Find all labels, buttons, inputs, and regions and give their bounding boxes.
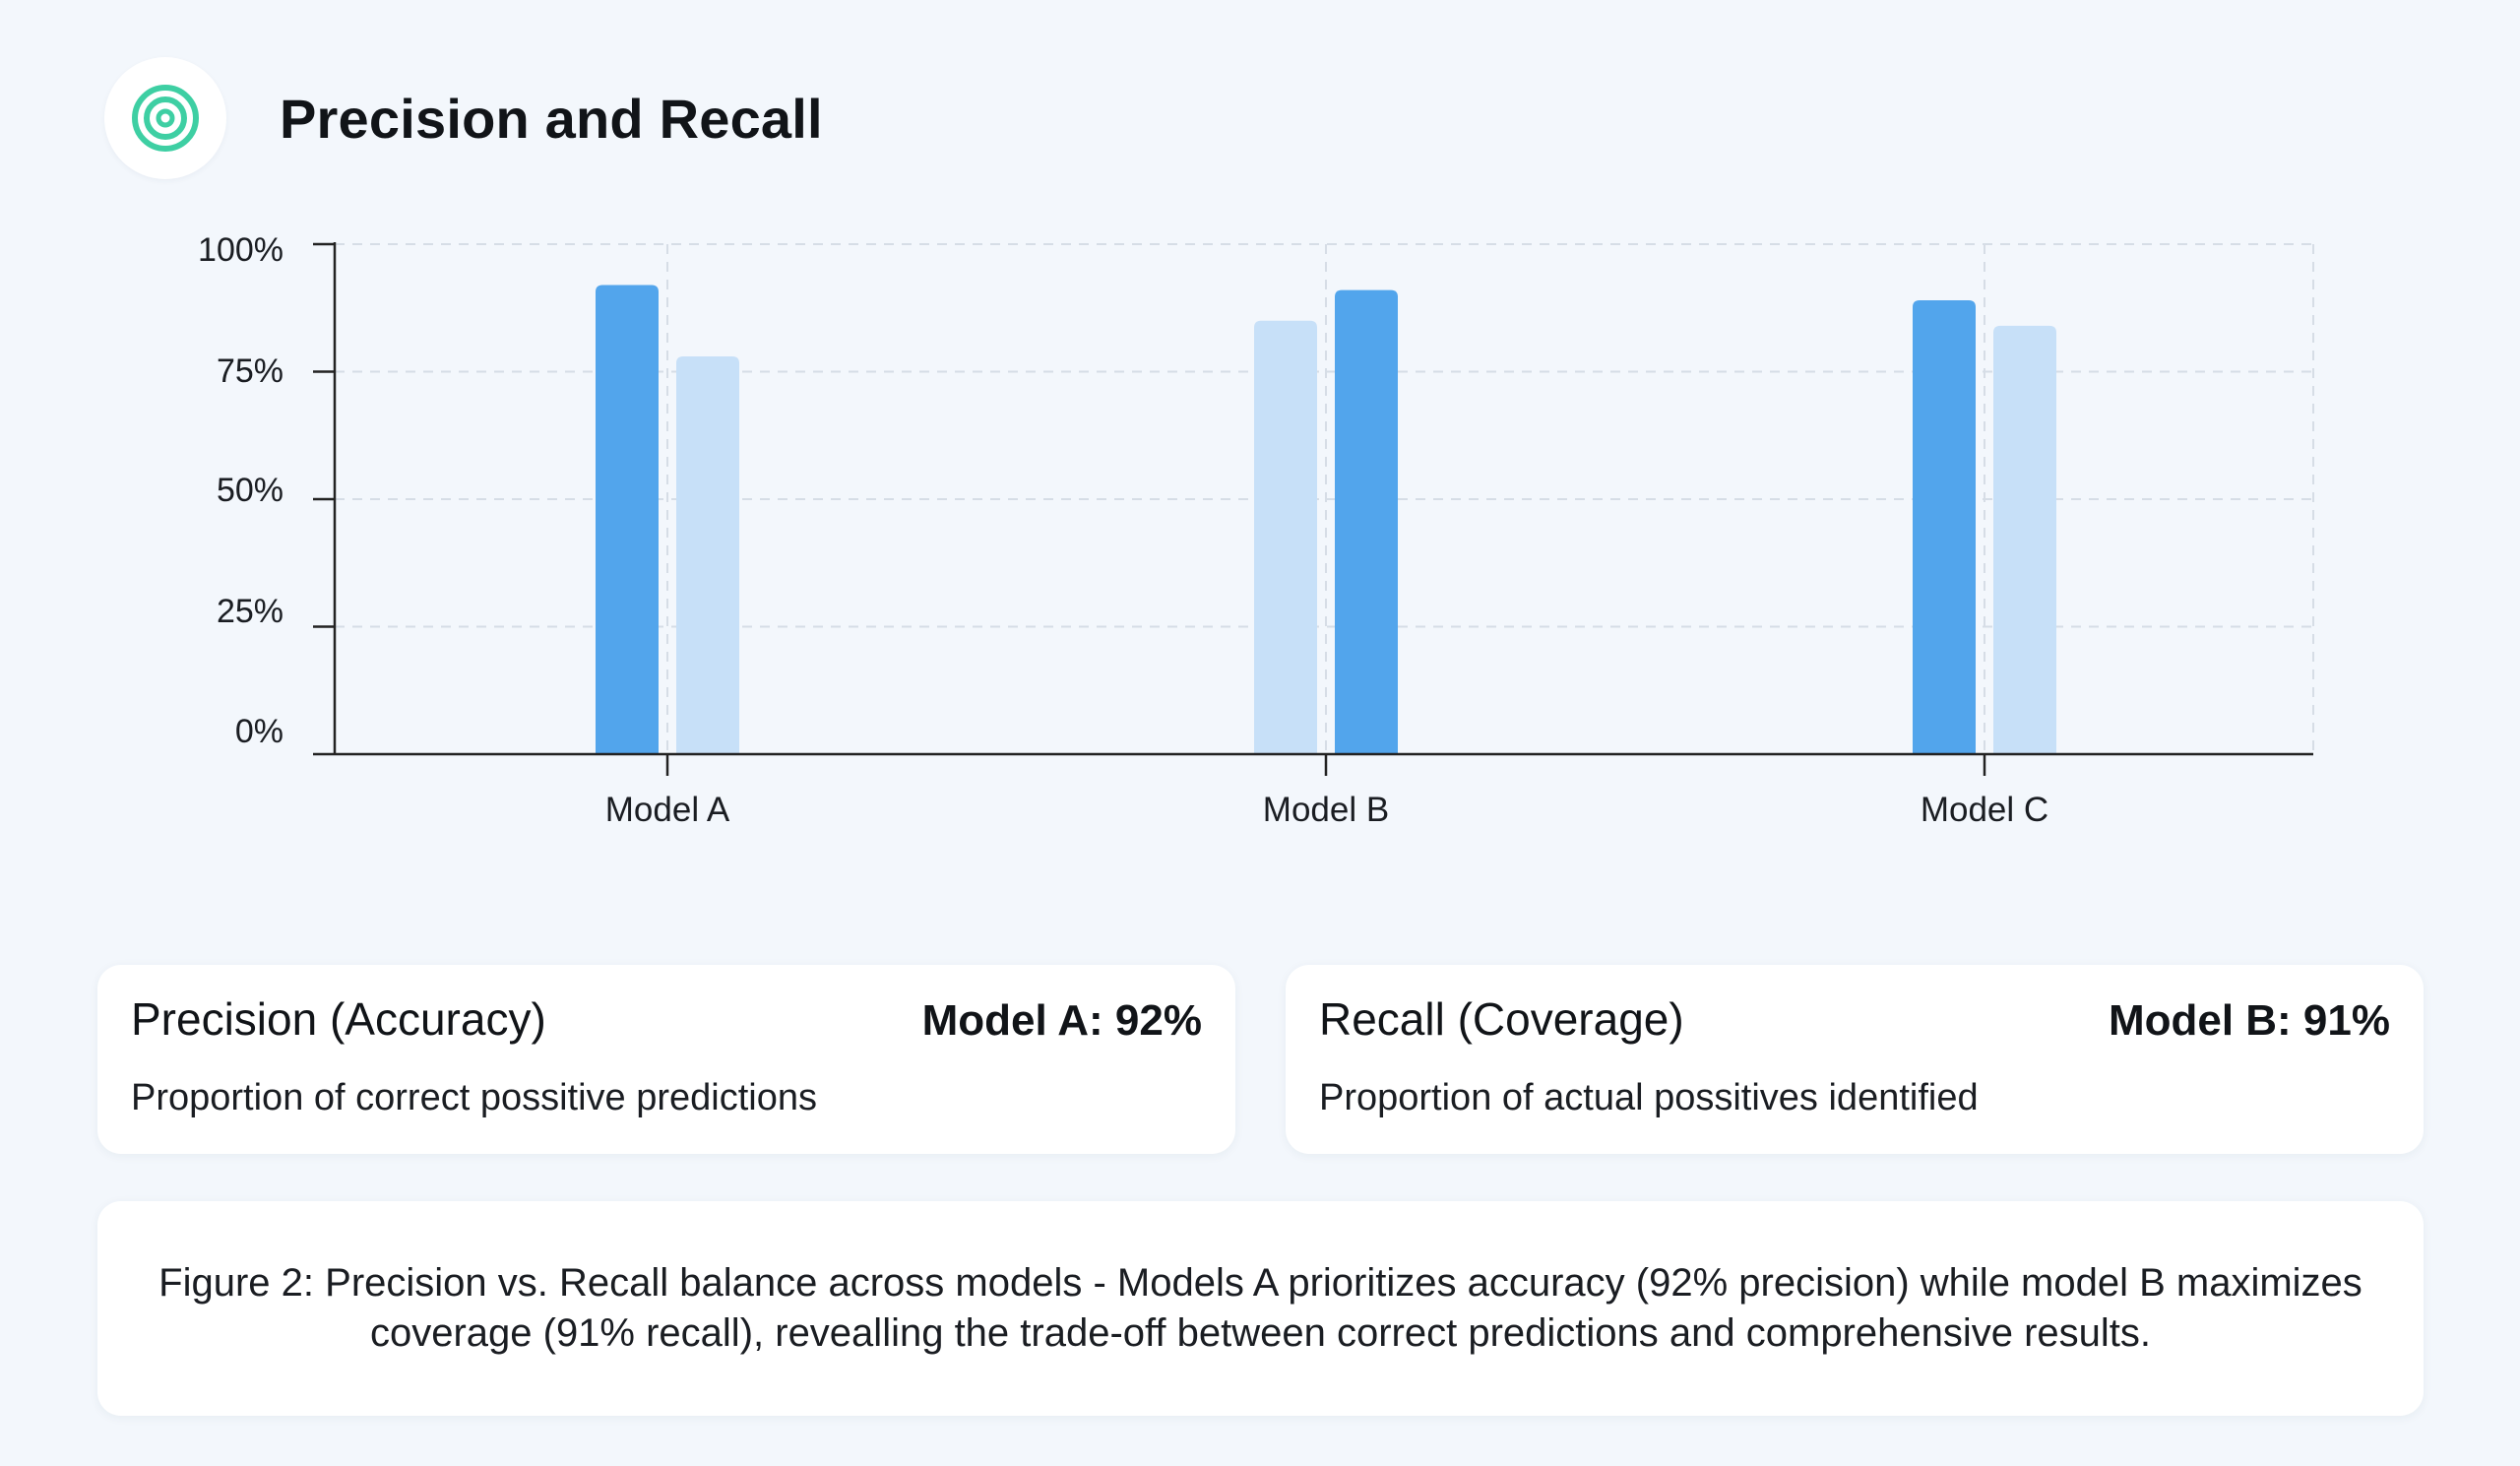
- precision-value: Model A: 92%: [921, 996, 1202, 1045]
- precision-description: Proportion of correct possitive predicti…: [131, 1077, 817, 1118]
- recall-card: Recall (Coverage) Model B: 91% Proportio…: [1286, 965, 2424, 1154]
- y-tick-label: 0%: [235, 713, 284, 750]
- bar-model-a-s2: [676, 355, 739, 754]
- bar-chart: 0% 25% 50% 75% 100% Model A Model B Model C: [198, 231, 2314, 829]
- caption-card: Figure 2: Precision vs. Recall balance a…: [97, 1201, 2424, 1416]
- target-icon: [132, 85, 199, 152]
- recall-label: Recall (Coverage): [1319, 993, 1684, 1045]
- recall-value: Model B: 91%: [2108, 996, 2390, 1045]
- bar-model-c-s1: [1913, 299, 1976, 754]
- recall-description: Proportion of actual possitives identifi…: [1319, 1077, 1979, 1118]
- precision-label: Precision (Accuracy): [131, 993, 546, 1045]
- header: Precision and Recall: [104, 57, 823, 179]
- figure-caption: Figure 2: Precision vs. Recall balance a…: [158, 1261, 2362, 1355]
- precision-card: Precision (Accuracy) Model A: 92% Propor…: [97, 965, 1235, 1154]
- page-title: Precision and Recall: [280, 87, 823, 150]
- logo-badge: [104, 57, 226, 179]
- y-tick-label: 75%: [217, 352, 284, 390]
- y-tick-label: 50%: [217, 472, 284, 509]
- x-tick-label: Model B: [1263, 791, 1389, 829]
- x-tick-label: Model C: [1921, 791, 2048, 829]
- bar-model-c-s2: [1993, 325, 2056, 754]
- y-tick-label: 25%: [217, 593, 284, 630]
- x-tick-label: Model A: [605, 791, 730, 829]
- bar-model-b-s1: [1254, 320, 1317, 754]
- bar-model-b-s2: [1335, 289, 1398, 754]
- y-tick-label: 100%: [198, 231, 284, 269]
- bar-model-a-s1: [596, 285, 659, 754]
